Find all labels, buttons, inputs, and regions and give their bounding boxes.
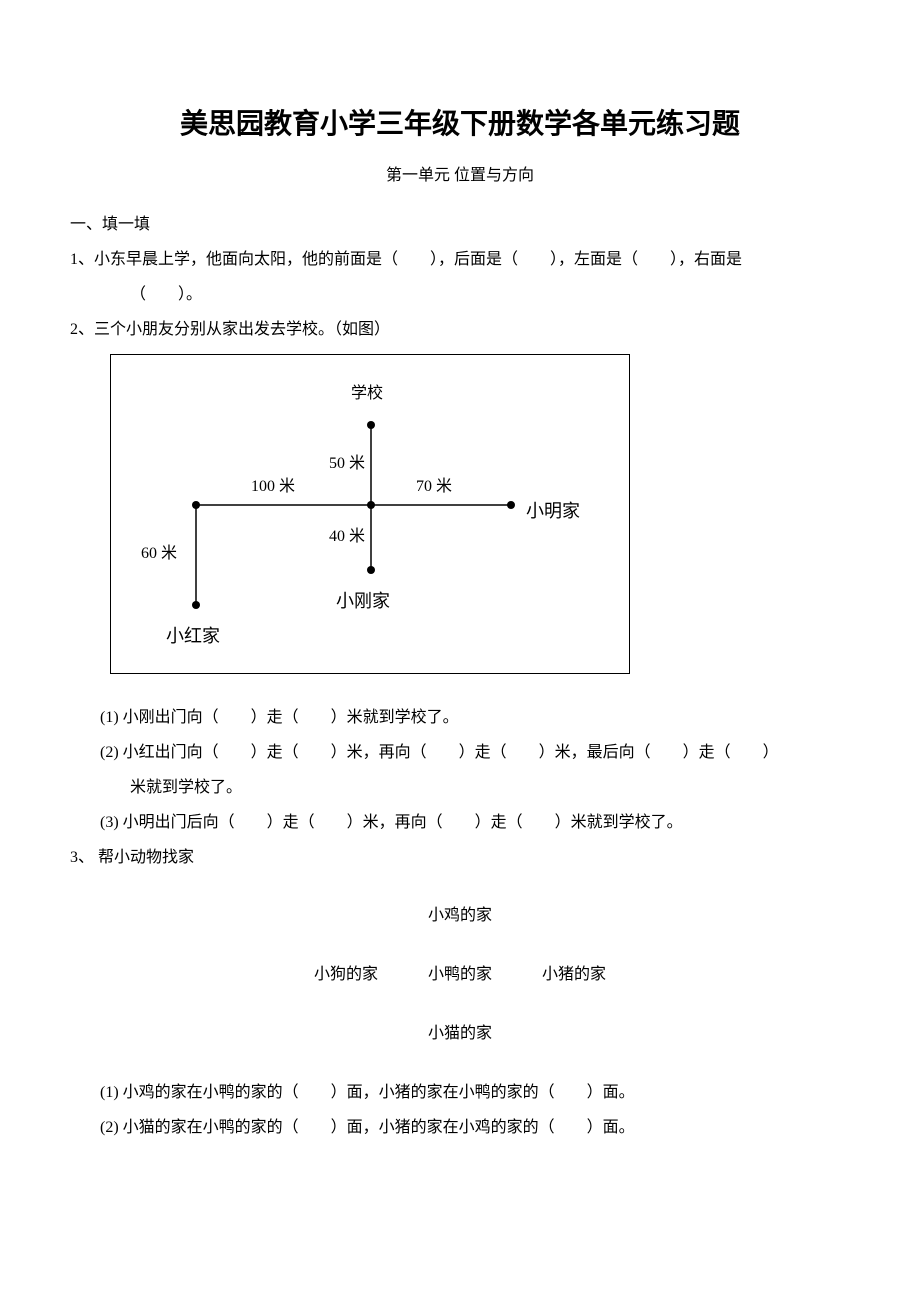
- dist-40-label: 40 米: [329, 523, 365, 552]
- dist-50-label: 50 米: [329, 450, 365, 479]
- dist-100-label: 100 米: [251, 473, 295, 502]
- animal-row-middle: 小狗的家 小鸭的家 小猪的家: [70, 961, 850, 990]
- xiaoming-label: 小明家: [526, 495, 580, 527]
- duck-home: 小鸭的家: [428, 961, 492, 990]
- question-2: 2、三个小朋友分别从家出发去学校。（如图）: [70, 316, 850, 345]
- question-2-1: (1) 小刚出门向（ ）走（ ）米就到学校了。: [70, 704, 850, 733]
- dist-60-label: 60 米: [141, 540, 177, 569]
- animal-homes-layout: 小鸡的家 小狗的家 小鸭的家 小猪的家 小猫的家: [70, 902, 850, 1048]
- chicken-home: 小鸡的家: [428, 902, 492, 931]
- animal-row-bottom: 小猫的家: [70, 1020, 850, 1049]
- question-3-1: (1) 小鸡的家在小鸭的家的（ ）面，小猪的家在小鸭的家的（ ）面。: [70, 1079, 850, 1108]
- xiaogang-label: 小刚家: [336, 585, 390, 617]
- dist-70-label: 70 米: [416, 473, 452, 502]
- section-heading: 一、填一填: [70, 211, 850, 240]
- cat-home: 小猫的家: [428, 1020, 492, 1049]
- question-3: 3、 帮小动物找家: [70, 844, 850, 873]
- pig-home: 小猪的家: [542, 961, 606, 990]
- question-2-3: (3) 小明出门后向（ ）走（ ）米，再向（ ）走（ ）米就到学校了。: [70, 809, 850, 838]
- page-subtitle: 第一单元 位置与方向: [70, 162, 850, 191]
- dog-home: 小狗的家: [314, 961, 378, 990]
- animal-row-top: 小鸡的家: [70, 902, 850, 931]
- question-3-2: (2) 小猫的家在小鸭的家的（ ）面，小猪的家在小鸡的家的（ ）面。: [70, 1114, 850, 1143]
- question-1-cont: （ ）。: [70, 281, 850, 310]
- question-1: 1、小东早晨上学，他面向太阳，他的前面是（ ），后面是（ ），左面是（ ），右面…: [70, 246, 850, 275]
- school-label: 学校: [351, 380, 383, 409]
- question-2-2-cont: 米就到学校了。: [70, 774, 850, 803]
- page-title: 美思园教育小学三年级下册数学各单元练习题: [70, 100, 850, 150]
- question-2-2: (2) 小红出门向（ ）走（ ）米，再向（ ）走（ ）米，最后向（ ）走（ ）: [70, 739, 850, 768]
- route-diagram: 学校 50 米 100 米 70 米 60 米 40 米 小明家 小刚家 小红家: [110, 354, 630, 674]
- xiaohong-label: 小红家: [166, 620, 220, 652]
